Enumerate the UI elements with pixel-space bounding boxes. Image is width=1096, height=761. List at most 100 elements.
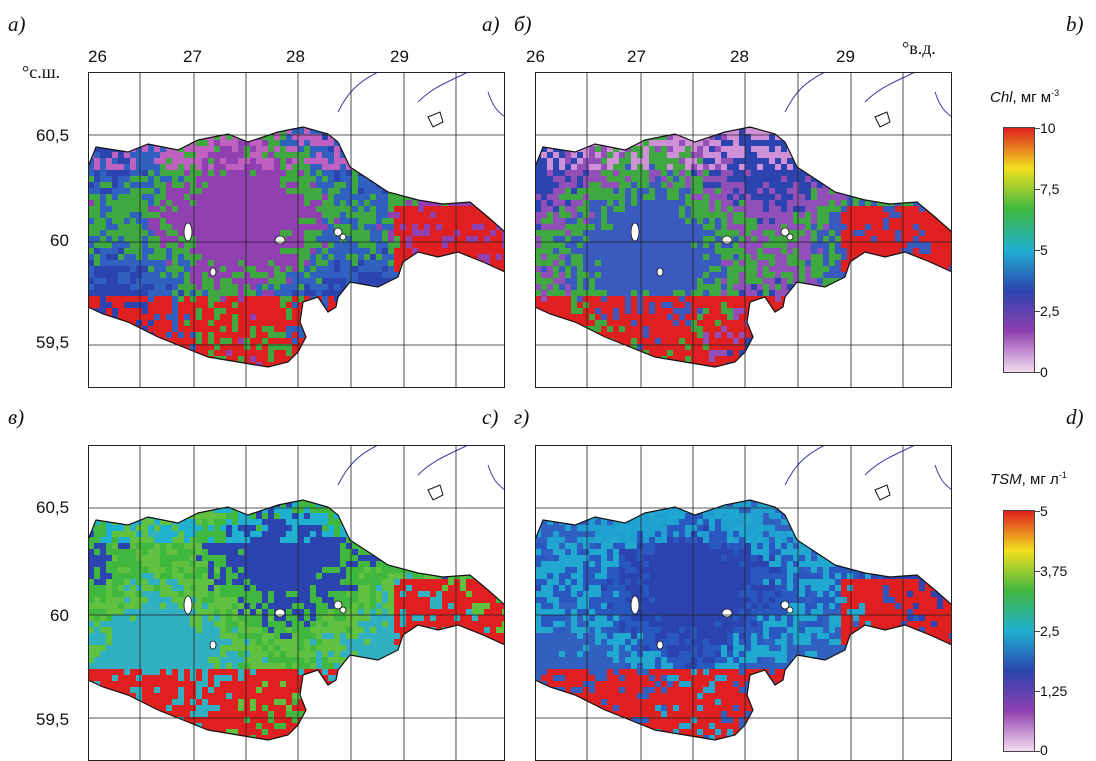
island	[721, 608, 733, 618]
island	[183, 595, 193, 615]
panel-c-label-en: c)	[482, 405, 499, 429]
map-frame	[535, 72, 952, 388]
map-panel-tsm-d	[535, 445, 952, 761]
lon-tick-26-a: 26	[88, 47, 107, 66]
tsm-tick-label: 3,75	[1040, 563, 1068, 579]
colorbar-tick-mark	[1034, 372, 1040, 373]
colorbar-tick-mark	[1034, 189, 1040, 190]
chl-tick-label: 2,5	[1040, 303, 1060, 319]
map-frame	[88, 72, 505, 388]
lake-outline	[874, 484, 891, 501]
coastline	[88, 126, 505, 368]
tsm-var: TSM	[990, 471, 1022, 488]
water-pixels	[88, 127, 505, 367]
chl-tick-label: 7,5	[1040, 181, 1060, 197]
island	[721, 235, 733, 245]
lon-tick-29-b: 29	[836, 47, 855, 66]
panel-d-label: г)	[514, 405, 530, 429]
lat-tick-595-c: 59,5	[36, 710, 70, 729]
chl-tick-label: 5	[1040, 242, 1048, 258]
river-lines	[784, 72, 952, 118]
lon-tick-27-b: 27	[627, 47, 646, 66]
graticule	[88, 72, 505, 388]
river-lines	[784, 445, 952, 491]
colorbar-tick-mark	[1034, 311, 1040, 312]
chl-unit-sup: -3	[1051, 88, 1060, 98]
panel-d-label-en: d)	[1066, 405, 1084, 429]
river-lines	[337, 72, 505, 118]
graticule	[535, 72, 952, 388]
chl-colorbar	[1003, 127, 1040, 373]
island	[333, 227, 343, 237]
lon-tick-28-a: 28	[286, 47, 305, 66]
graticule	[88, 445, 505, 761]
water-pixels	[88, 500, 505, 740]
lat-unit: °с.ш.	[22, 62, 61, 82]
chl-tick-label: 10	[1040, 120, 1056, 136]
lon-tick-28-b: 28	[730, 47, 749, 66]
island	[209, 640, 217, 650]
island	[339, 606, 347, 614]
map-panel-chl-b	[535, 72, 952, 388]
colorbar-tick-mark	[1034, 511, 1040, 512]
lon-tick-27-a: 27	[183, 47, 202, 66]
lake-outline	[427, 111, 444, 128]
island	[780, 600, 790, 610]
colorbar-tick-mark	[1034, 691, 1040, 692]
panel-b-label-en: b)	[1066, 12, 1084, 36]
river-lines	[337, 445, 505, 491]
colorbar-tick-mark	[1034, 128, 1040, 129]
island	[630, 595, 640, 615]
chl-tick-label: 0	[1040, 364, 1048, 380]
tsm-tick-label: 2,5	[1040, 623, 1060, 639]
colorbar-tick-mark	[1034, 571, 1040, 572]
lon-tick-26-b: 26	[526, 47, 545, 66]
panel-a-label-en: a)	[482, 12, 500, 36]
lat-tick-60-a: 60	[50, 231, 69, 250]
island	[209, 267, 217, 277]
panel-c-label: в)	[8, 405, 25, 429]
tsm-unit: , мг л	[1021, 471, 1059, 488]
coastline	[535, 499, 952, 741]
panel-b-label: б)	[514, 12, 532, 36]
island	[339, 233, 347, 241]
tsm-colorbar-title: TSM, мг л-1	[990, 470, 1067, 488]
island	[183, 222, 193, 242]
chl-unit: , мг м	[1012, 89, 1052, 106]
lat-tick-605-c: 60,5	[36, 498, 70, 517]
island	[780, 227, 790, 237]
coastline	[88, 499, 505, 741]
coastline	[535, 126, 952, 368]
colorbar-tick-mark	[1034, 751, 1040, 752]
tsm-tick-label: 5	[1040, 503, 1048, 519]
tsm-colorbar	[1003, 510, 1040, 752]
colorbar-tick-mark	[1034, 631, 1040, 632]
island	[333, 600, 343, 610]
water-pixels	[535, 500, 952, 740]
island	[274, 608, 286, 618]
chl-colorbar-title: Chl, мг м-3	[990, 88, 1059, 106]
chl-var: Chl	[990, 89, 1013, 106]
island	[630, 222, 640, 242]
lat-tick-60-c: 60	[50, 606, 69, 625]
panel-a-label: а)	[8, 12, 26, 36]
water-pixels	[535, 127, 952, 367]
tsm-tick-label: 0	[1040, 742, 1048, 758]
island	[656, 640, 664, 650]
lake-outline	[427, 484, 444, 501]
map-panel-chl-a	[88, 72, 505, 388]
island	[656, 267, 664, 277]
graticule	[535, 445, 952, 761]
lake-outline	[874, 111, 891, 128]
lat-tick-605-a: 60,5	[36, 126, 70, 145]
tsm-unit-sup: -1	[1058, 470, 1067, 480]
island	[786, 233, 794, 241]
island	[786, 606, 794, 614]
lon-tick-29-a: 29	[390, 47, 409, 66]
tsm-tick-label: 1,25	[1040, 683, 1068, 699]
lon-unit: °в.д.	[902, 38, 936, 58]
lat-tick-595-a: 59,5	[36, 333, 70, 352]
island	[274, 235, 286, 245]
colorbar-tick-mark	[1034, 250, 1040, 251]
map-panel-tsm-c	[88, 445, 505, 761]
